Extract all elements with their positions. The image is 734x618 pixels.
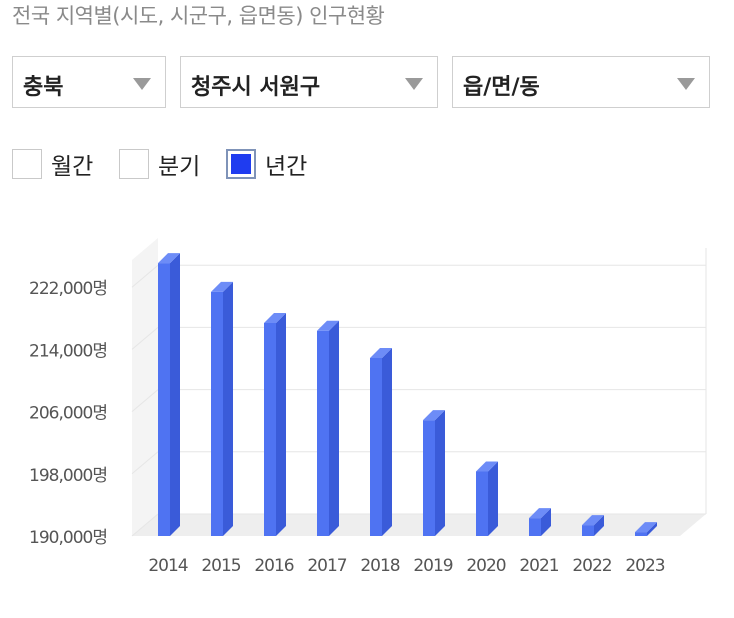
period-yearly-option[interactable]: 년간 [226, 147, 307, 181]
bar-top [211, 281, 233, 292]
bar-side [223, 281, 233, 536]
bar-side [647, 522, 657, 536]
bar-top [264, 312, 286, 323]
bar-side [488, 461, 498, 536]
bar-top [582, 515, 604, 526]
x-tick-label: 2014 [148, 556, 187, 576]
bar [370, 357, 382, 536]
y-tick-label: 206,000명 [29, 404, 107, 424]
x-tick-label: 2016 [254, 556, 293, 576]
x-tick-label: 2023 [625, 556, 664, 576]
bar-top [317, 320, 339, 331]
gridline-diagonal [131, 327, 159, 350]
bar-side [382, 347, 392, 536]
town-select[interactable]: 읍/면/동 [452, 56, 710, 108]
bar-side [329, 320, 339, 536]
bar [211, 291, 223, 536]
y-tick-label: 190,000명 [29, 528, 107, 548]
quarterly-checkbox[interactable] [119, 149, 149, 179]
bar [264, 322, 276, 536]
bar-side [276, 312, 286, 536]
bar [529, 518, 541, 536]
chevron-down-icon [405, 78, 423, 90]
bar-top [370, 347, 392, 358]
period-quarterly-option[interactable]: 분기 [119, 147, 200, 181]
bar [476, 471, 488, 536]
bar-top [476, 461, 498, 472]
bar-top [158, 253, 180, 264]
y-tick-label: 222,000명 [29, 279, 107, 299]
gridline-diagonal [131, 451, 159, 475]
x-tick-label: 2015 [201, 556, 240, 576]
bar-side [435, 410, 445, 536]
bar [317, 330, 329, 536]
x-tick-label: 2022 [572, 556, 611, 576]
yearly-label: 년간 [265, 154, 308, 180]
x-tick-label: 2021 [519, 556, 558, 576]
gridline-diagonal [131, 389, 159, 412]
bar [423, 420, 435, 536]
bar-side [594, 515, 604, 536]
x-tick-label: 2020 [466, 556, 505, 576]
province-select-value: 충북 [23, 75, 64, 100]
quarterly-label: 분기 [158, 154, 201, 180]
bar [582, 525, 594, 536]
monthly-label: 월간 [51, 154, 94, 180]
chevron-down-icon [133, 78, 151, 90]
x-tick-label: 2019 [413, 556, 452, 576]
bar-top [635, 522, 657, 533]
district-select-value: 청주시 서원구 [191, 75, 321, 100]
province-select[interactable]: 충북 [12, 56, 166, 108]
bar-side [170, 253, 180, 536]
yearly-checkbox[interactable] [226, 149, 256, 179]
monthly-checkbox[interactable] [12, 149, 42, 179]
chart-side-wall [132, 238, 158, 536]
gridline-diagonal [131, 264, 159, 288]
bar-top [529, 508, 551, 519]
period-monthly-option[interactable]: 월간 [12, 147, 93, 181]
bar-side [541, 508, 551, 536]
y-tick-label: 214,000명 [29, 341, 107, 361]
bar [158, 263, 170, 536]
gridline-diagonal [131, 513, 159, 537]
x-tick-label: 2017 [307, 556, 346, 576]
page-title: 전국 지역별(시도, 시군구, 읍면동) 인구현황 [12, 4, 385, 28]
chevron-down-icon [677, 78, 695, 90]
x-tick-label: 2018 [360, 556, 399, 576]
town-select-value: 읍/면/동 [463, 75, 540, 100]
district-select[interactable]: 청주시 서원구 [180, 56, 438, 108]
y-tick-label: 198,000명 [29, 466, 107, 486]
bar-top [423, 410, 445, 421]
bar [635, 532, 647, 536]
